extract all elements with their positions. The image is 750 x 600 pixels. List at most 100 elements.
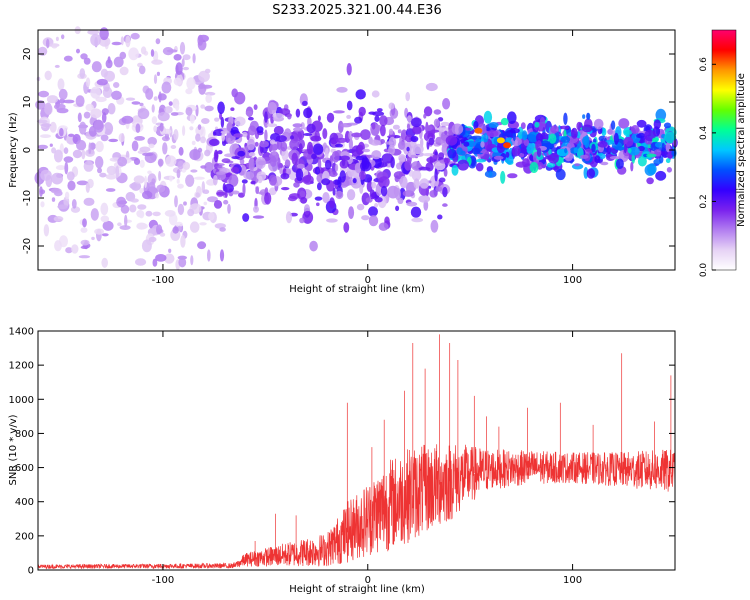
spectrogram-x-label: Height of straight line (km) — [289, 284, 425, 295]
spectrogram-blob — [580, 154, 589, 159]
spectrogram-blob — [68, 133, 75, 137]
spectrogram-blob — [310, 135, 322, 142]
spectrogram-blob — [666, 167, 673, 173]
spectrogram-y-label: Frequency (Hz) — [8, 112, 19, 188]
spectrogram-blob — [94, 228, 104, 235]
spectrogram-blob — [361, 157, 370, 170]
spectrogram-blob — [505, 151, 510, 158]
spectrogram-blob — [85, 182, 90, 193]
spectrogram-blob — [269, 187, 277, 196]
spectrogram-blob — [293, 182, 300, 188]
spectrogram-blob — [275, 135, 287, 143]
spectrogram-blob — [108, 138, 119, 143]
spectrogram-blob — [212, 175, 218, 186]
spectrogram-blob — [135, 258, 147, 266]
spectrogram-blob — [136, 222, 147, 230]
spectrogram-blob — [209, 138, 220, 146]
spectrogram-blob — [447, 148, 457, 159]
spectrogram-blob — [248, 116, 254, 121]
spectrogram-blob — [48, 43, 60, 48]
spectrogram-blob — [153, 96, 158, 101]
spectrogram-blob — [152, 211, 161, 217]
spectrogram-blob — [331, 151, 340, 163]
spectrogram-blob — [120, 36, 124, 46]
spectrogram-blob — [234, 116, 246, 127]
spectrogram-blob — [58, 88, 68, 100]
spectrogram-blob — [354, 162, 362, 174]
spectrogram-blob — [277, 157, 281, 171]
spectrogram-blob — [138, 210, 145, 219]
spectrogram-blob — [249, 167, 254, 179]
x-tick-label: 100 — [563, 275, 582, 286]
spectrogram-blob — [311, 153, 317, 160]
spectrogram-blob — [79, 68, 86, 79]
spectrogram-blob — [664, 131, 677, 144]
spectrogram-blob — [147, 136, 157, 146]
spectrogram-blob — [220, 116, 225, 128]
colorbar-tick-label: 0.6 — [699, 57, 709, 72]
spectrogram-blob — [281, 148, 289, 161]
spectrogram-blob — [488, 122, 499, 128]
spectrogram-blob — [271, 151, 277, 156]
spectrogram-blob — [173, 54, 182, 61]
spectrogram-blob — [189, 221, 200, 233]
spectrogram-blob — [456, 147, 463, 156]
spectrogram-blob — [636, 119, 647, 128]
x-tick-label: 0 — [365, 275, 371, 286]
spectrogram-blob — [217, 150, 223, 155]
x-tick-label: 100 — [563, 575, 582, 586]
spectrogram-blob — [250, 180, 256, 185]
spectrogram-blob — [615, 158, 624, 170]
spectrogram-blob — [131, 101, 141, 105]
spectrogram-blob — [137, 204, 147, 210]
spectrogram-blob — [148, 236, 157, 243]
spectrogram-blob — [245, 110, 253, 117]
spectrogram-blob — [564, 148, 568, 154]
spectrogram-blob — [470, 159, 476, 167]
spectrogram-blob — [371, 181, 377, 189]
spectrogram-blob — [155, 38, 161, 45]
spectrogram-blob — [388, 102, 395, 110]
spectrogram-blob — [665, 141, 671, 153]
spectrogram-blob — [647, 163, 657, 175]
spectrogram-blob — [348, 206, 355, 220]
spectrogram-blob — [182, 161, 191, 170]
spectrogram-blob — [96, 78, 108, 86]
spectrogram-blob — [379, 139, 385, 144]
spectrogram-blob — [177, 183, 184, 189]
spectrogram-blob — [155, 192, 159, 199]
snr-frame — [37, 330, 676, 571]
spectrogram-blob — [600, 161, 609, 166]
spectrogram-blob — [451, 164, 459, 176]
spectrogram-blob — [302, 100, 308, 106]
spectrogram-blob — [423, 106, 433, 117]
spectrogram-blob — [488, 171, 493, 177]
spectrogram-blob — [536, 147, 542, 158]
spectrogram-blob — [78, 255, 91, 259]
spectrogram-blob — [591, 143, 596, 153]
spectrogram-blob — [181, 58, 185, 67]
spectrogram-blob — [312, 143, 324, 155]
spectrogram-blob — [54, 103, 66, 111]
spectrogram-blob — [54, 64, 60, 68]
spectrogram-blob — [156, 224, 163, 235]
spectrogram-blob — [157, 93, 167, 101]
spectrogram-blob — [631, 154, 636, 164]
spectrogram-blob — [339, 159, 349, 169]
y-tick-label: 10 — [22, 96, 33, 109]
spectrogram-blob — [170, 145, 177, 149]
spectrogram-blob — [179, 41, 186, 55]
spectrogram-blob — [511, 145, 521, 157]
colorbar-gradient — [711, 29, 737, 271]
spectrogram-blob — [324, 159, 332, 170]
spectrogram-blob — [71, 244, 79, 254]
spectrogram-blob — [37, 46, 48, 57]
spectrogram-blob — [362, 148, 371, 153]
spectrogram-blob — [434, 151, 438, 156]
spectrogram-blob — [509, 128, 520, 134]
spectrogram-blob — [104, 70, 115, 82]
spectrogram-blob — [164, 253, 175, 264]
spectrogram-blob — [586, 112, 591, 120]
spectrogram-blob — [189, 126, 194, 131]
spectrogram-blob — [306, 141, 314, 155]
